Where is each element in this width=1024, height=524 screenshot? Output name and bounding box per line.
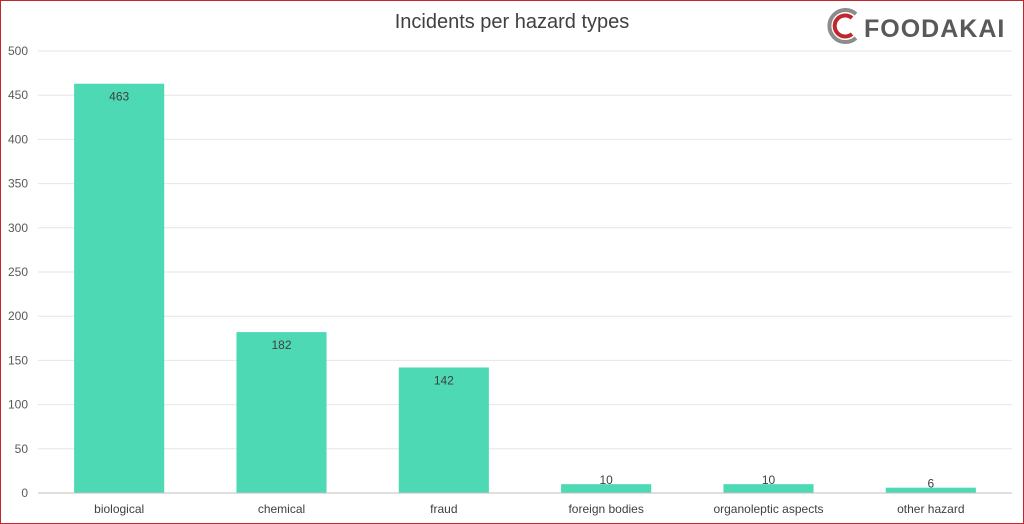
y-tick-label: 400 [8, 132, 28, 146]
data-label: 10 [599, 473, 613, 487]
y-axis: 0 50 100 150 200 250 300 350 400 450 500 [8, 44, 28, 500]
bar-foreign-bodies [561, 484, 652, 493]
foodakai-logo: FOODAKAI [826, 6, 1016, 46]
gridlines [38, 50, 1012, 450]
y-tick-label: 250 [8, 265, 28, 279]
y-tick-label: 500 [8, 44, 28, 58]
x-tick-label: other hazard [897, 502, 964, 516]
chart-title: Incidents per hazard types [394, 11, 630, 33]
data-label: 182 [271, 338, 291, 352]
x-tick-label: foreign bodies [568, 502, 643, 516]
bars: 463 182 142 10 10 6 [74, 83, 976, 493]
data-label: 10 [762, 473, 776, 487]
y-tick-label: 200 [8, 309, 28, 323]
x-tick-label: fraud [430, 502, 457, 516]
x-tick-label: chemical [258, 502, 305, 516]
foodakai-logo-icon [827, 8, 858, 44]
y-tick-label: 300 [8, 221, 28, 235]
bar-biological [74, 83, 165, 493]
data-label: 463 [109, 90, 129, 104]
logo-text: FOODAKAI [864, 15, 1006, 43]
y-tick-label: 450 [8, 88, 28, 102]
data-label: 142 [434, 373, 454, 387]
y-tick-label: 0 [21, 486, 28, 500]
bar-other-hazard [885, 487, 976, 493]
bar-chemical [236, 332, 327, 493]
y-tick-label: 50 [15, 442, 29, 456]
x-tick-label: biological [94, 502, 144, 516]
bar-fraud [398, 367, 489, 493]
y-tick-label: 150 [8, 353, 28, 367]
x-tick-label: organoleptic aspects [713, 502, 823, 516]
y-tick-label: 350 [8, 177, 28, 191]
x-axis: biological chemical fraud foreign bodies org… [38, 492, 1012, 516]
data-label: 6 [927, 477, 934, 491]
y-tick-label: 100 [8, 398, 28, 412]
bar-organoleptic-aspects [723, 484, 814, 493]
